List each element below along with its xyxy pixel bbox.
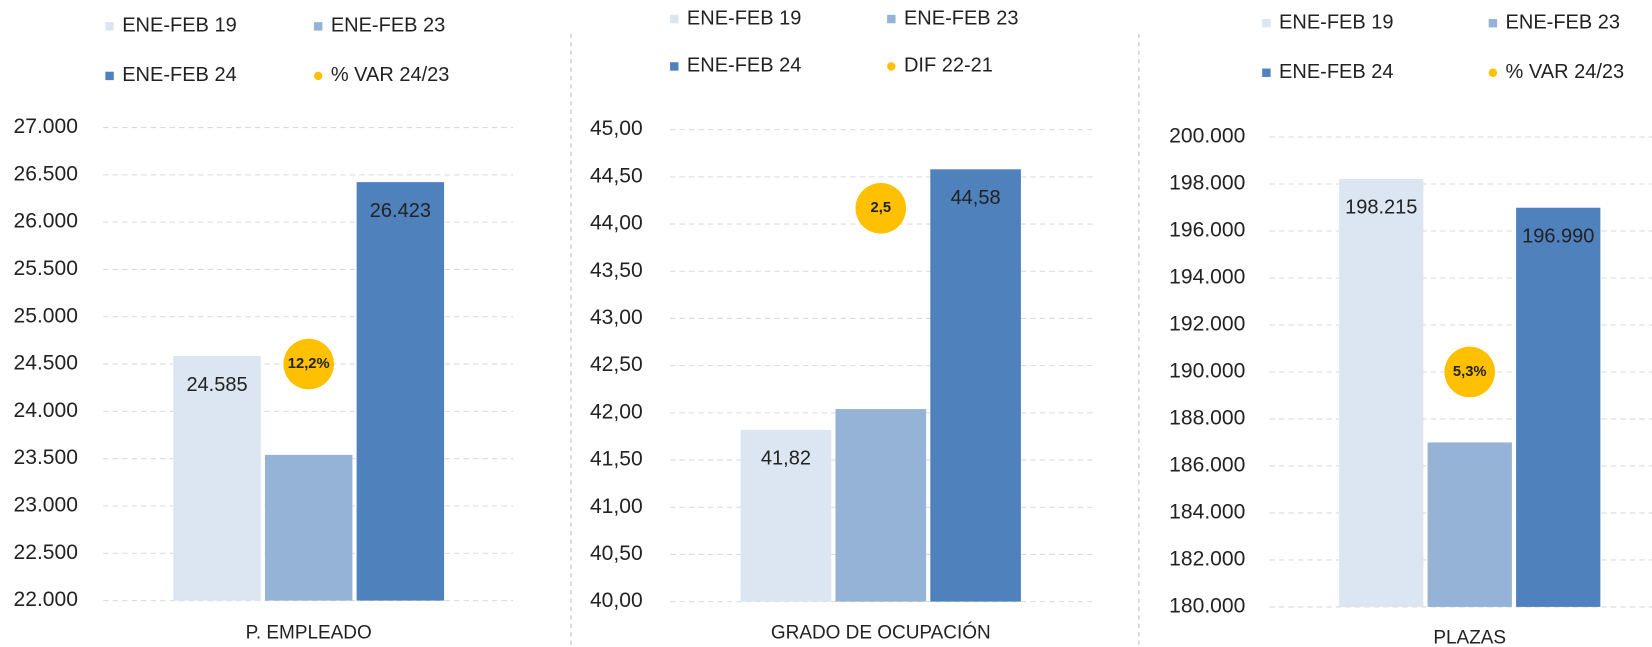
y-tick-label: 26.500 (14, 162, 78, 185)
y-tick-label: 22.000 (14, 588, 78, 611)
y-tick-label: 23.000 (14, 494, 78, 517)
legend-label: ENE-FEB 23 (1506, 12, 1620, 34)
y-tick-label: 188.000 (1169, 407, 1245, 430)
y-tick-label: 43,00 (590, 306, 643, 329)
marker (283, 338, 334, 390)
legend-swatch (887, 14, 896, 24)
data-label: 24.585 (186, 374, 247, 396)
bar (835, 409, 927, 602)
legend-swatch (670, 14, 679, 24)
legend-swatch (1488, 68, 1498, 77)
data-label: 196.990 (1522, 226, 1594, 248)
y-tick-label: 180.000 (1169, 594, 1245, 617)
legend-swatch (1488, 19, 1498, 28)
bar (173, 356, 261, 601)
legend-label: DIF 22-21 (904, 55, 993, 77)
x-tick-label: P. EMPLEADO (246, 622, 372, 643)
y-tick-label: 26.000 (14, 210, 78, 233)
y-tick-label: 42,00 (590, 400, 643, 423)
legend-swatch (887, 62, 896, 71)
y-tick-label: 196.000 (1169, 219, 1245, 242)
y-tick-label: 44,00 (590, 212, 643, 235)
legend-label: ENE-FEB 23 (331, 15, 445, 37)
bar (356, 182, 445, 601)
y-tick-label: 23.500 (14, 446, 78, 469)
data-label: 44,58 (951, 187, 1001, 209)
y-tick-label: 44,50 (590, 164, 643, 187)
marker (855, 183, 907, 234)
y-tick-label: 190.000 (1169, 360, 1245, 383)
bar (1339, 178, 1424, 607)
y-tick-label: 41,00 (590, 495, 643, 518)
y-tick-label: 184.000 (1169, 500, 1245, 523)
bar (740, 429, 832, 602)
legend-swatch (670, 62, 679, 71)
y-tick-label: 24.500 (14, 352, 78, 375)
y-tick-label: 25.500 (14, 257, 78, 280)
data-label: 12,2% (288, 356, 330, 372)
legend-swatch (105, 71, 114, 81)
legend-swatch (313, 22, 323, 31)
y-tick-label: 42,50 (590, 353, 643, 376)
y-tick-label: 43,50 (590, 259, 643, 282)
y-tick-label: 22.500 (14, 541, 78, 564)
y-tick-label: 40,50 (590, 542, 643, 565)
x-tick-label: GRADO DE OCUPACIÓN (771, 621, 991, 643)
data-label: 41,82 (761, 448, 811, 470)
bar (1427, 442, 1512, 607)
y-tick-label: 194.000 (1169, 266, 1245, 289)
legend-label: % VAR 24/23 (1506, 61, 1625, 83)
y-tick-label: 200.000 (1169, 125, 1245, 148)
data-label: 198.215 (1345, 197, 1417, 219)
legend-swatch (313, 71, 323, 81)
y-tick-label: 40,00 (590, 589, 643, 612)
bar (930, 169, 1021, 602)
y-tick-label: 45,00 (590, 117, 643, 140)
data-label: 2,5 (871, 200, 892, 216)
y-tick-label: 27.000 (14, 115, 78, 138)
y-tick-label: 25.000 (14, 304, 78, 327)
legend-swatch (1262, 19, 1271, 28)
legend-label: ENE-FEB 24 (687, 55, 801, 77)
y-tick-label: 186.000 (1169, 454, 1245, 477)
legend-label: ENE-FEB 23 (904, 7, 1018, 29)
bar (264, 454, 353, 601)
x-tick-label: PLAZAS (1433, 628, 1506, 647)
y-tick-label: 24.000 (14, 399, 78, 422)
legend-label: ENE-FEB 19 (1279, 12, 1393, 34)
legend-label: ENE-FEB 24 (1279, 61, 1393, 83)
y-tick-label: 192.000 (1169, 313, 1245, 336)
data-label: 5,3% (1453, 364, 1487, 380)
legend-label: % VAR 24/23 (331, 64, 450, 86)
y-tick-label: 198.000 (1169, 172, 1245, 195)
marker (1444, 346, 1496, 398)
data-label: 26.423 (370, 200, 431, 222)
legend-label: ENE-FEB 19 (122, 15, 236, 37)
legend-label: ENE-FEB 24 (122, 64, 236, 86)
legend-label: ENE-FEB 19 (687, 7, 801, 29)
legend-swatch (1262, 68, 1271, 77)
bar (1516, 207, 1601, 607)
y-tick-label: 41,50 (590, 448, 643, 471)
legend-swatch (105, 22, 114, 31)
y-tick-label: 182.000 (1169, 547, 1245, 570)
